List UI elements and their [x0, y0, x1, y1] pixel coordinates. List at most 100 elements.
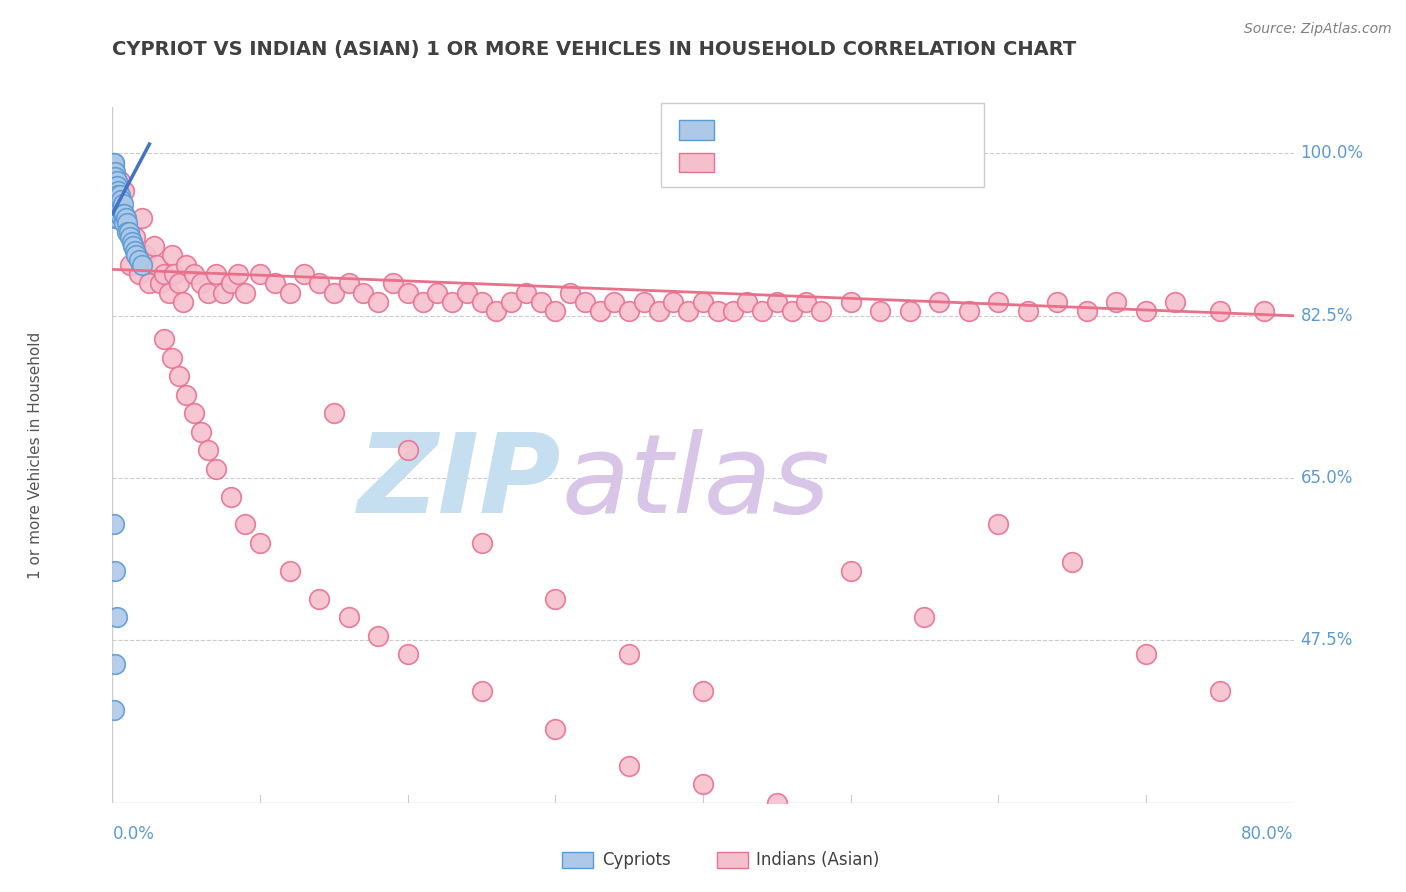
Point [470, 536, 494, 550]
Point [914, 610, 936, 624]
Point [105, 174, 128, 188]
Point [205, 267, 228, 281]
Point [138, 277, 160, 291]
Point [1076, 304, 1098, 318]
Point [278, 285, 301, 300]
Point [337, 610, 360, 624]
Point [107, 184, 129, 198]
Point [107, 188, 129, 202]
Point [103, 161, 125, 175]
Point [205, 462, 228, 476]
Point [1135, 648, 1157, 662]
Point [226, 267, 249, 281]
Point [110, 193, 132, 207]
Point [167, 277, 190, 291]
Point [308, 277, 330, 291]
Point [117, 225, 138, 239]
Point [219, 490, 242, 504]
Point [146, 258, 169, 272]
Text: atlas: atlas [561, 429, 830, 536]
Point [197, 285, 219, 300]
Point [114, 211, 136, 226]
Point [108, 174, 131, 188]
Point [588, 304, 610, 318]
Point [128, 253, 150, 268]
Text: 65.0%: 65.0% [1301, 469, 1353, 487]
Point [105, 197, 128, 211]
Point [558, 285, 582, 300]
Text: Cypriots: Cypriots [602, 851, 671, 869]
Point [839, 294, 862, 309]
Point [112, 184, 135, 198]
Point [515, 285, 537, 300]
Point [103, 174, 125, 188]
Point [104, 197, 127, 211]
Point [898, 304, 921, 318]
Point [104, 211, 127, 226]
Point [839, 564, 862, 578]
Point [706, 304, 728, 318]
Text: ZIP: ZIP [357, 429, 561, 536]
Point [111, 197, 134, 211]
Point [111, 207, 134, 221]
Point [104, 174, 127, 188]
Point [426, 285, 449, 300]
Point [104, 657, 127, 671]
Point [103, 165, 125, 179]
Point [737, 294, 759, 309]
Point [529, 294, 551, 309]
Point [128, 267, 150, 281]
Point [103, 703, 125, 717]
Point [107, 207, 129, 221]
Point [619, 758, 641, 772]
Point [118, 225, 141, 239]
Point [172, 294, 194, 309]
Point [120, 258, 142, 272]
Point [928, 294, 950, 309]
Point [149, 277, 172, 291]
Point [163, 267, 186, 281]
Point [957, 304, 980, 318]
Point [396, 285, 419, 300]
Point [662, 294, 685, 309]
Point [103, 169, 125, 184]
Point [219, 277, 242, 291]
Point [1105, 294, 1128, 309]
Point [1253, 304, 1275, 318]
Point [124, 244, 146, 258]
Point [105, 202, 128, 216]
Text: 82.5%: 82.5% [1301, 307, 1353, 325]
Point [751, 304, 773, 318]
Point [134, 248, 156, 262]
Point [382, 277, 405, 291]
Point [160, 351, 183, 365]
Point [103, 517, 125, 532]
Point [153, 267, 176, 281]
Point [367, 629, 389, 643]
Point [810, 304, 832, 318]
Point [108, 197, 131, 211]
Text: 0.0%: 0.0% [112, 825, 155, 843]
Point [117, 216, 138, 230]
Point [108, 188, 131, 202]
Text: 1 or more Vehicles in Household: 1 or more Vehicles in Household [28, 331, 42, 579]
Point [766, 796, 789, 810]
Point [124, 230, 146, 244]
Point [190, 425, 212, 439]
Point [456, 285, 478, 300]
Point [780, 304, 803, 318]
Point [108, 207, 131, 221]
Point [131, 211, 153, 226]
Point [104, 165, 127, 179]
Point [105, 178, 128, 193]
Point [103, 155, 125, 169]
Point [112, 216, 135, 230]
Point [1164, 294, 1187, 309]
Point [110, 202, 132, 216]
Point [160, 248, 183, 262]
Point [1046, 294, 1069, 309]
Point [107, 197, 129, 211]
Point [112, 207, 135, 221]
Point [544, 722, 567, 736]
Point [122, 239, 145, 253]
